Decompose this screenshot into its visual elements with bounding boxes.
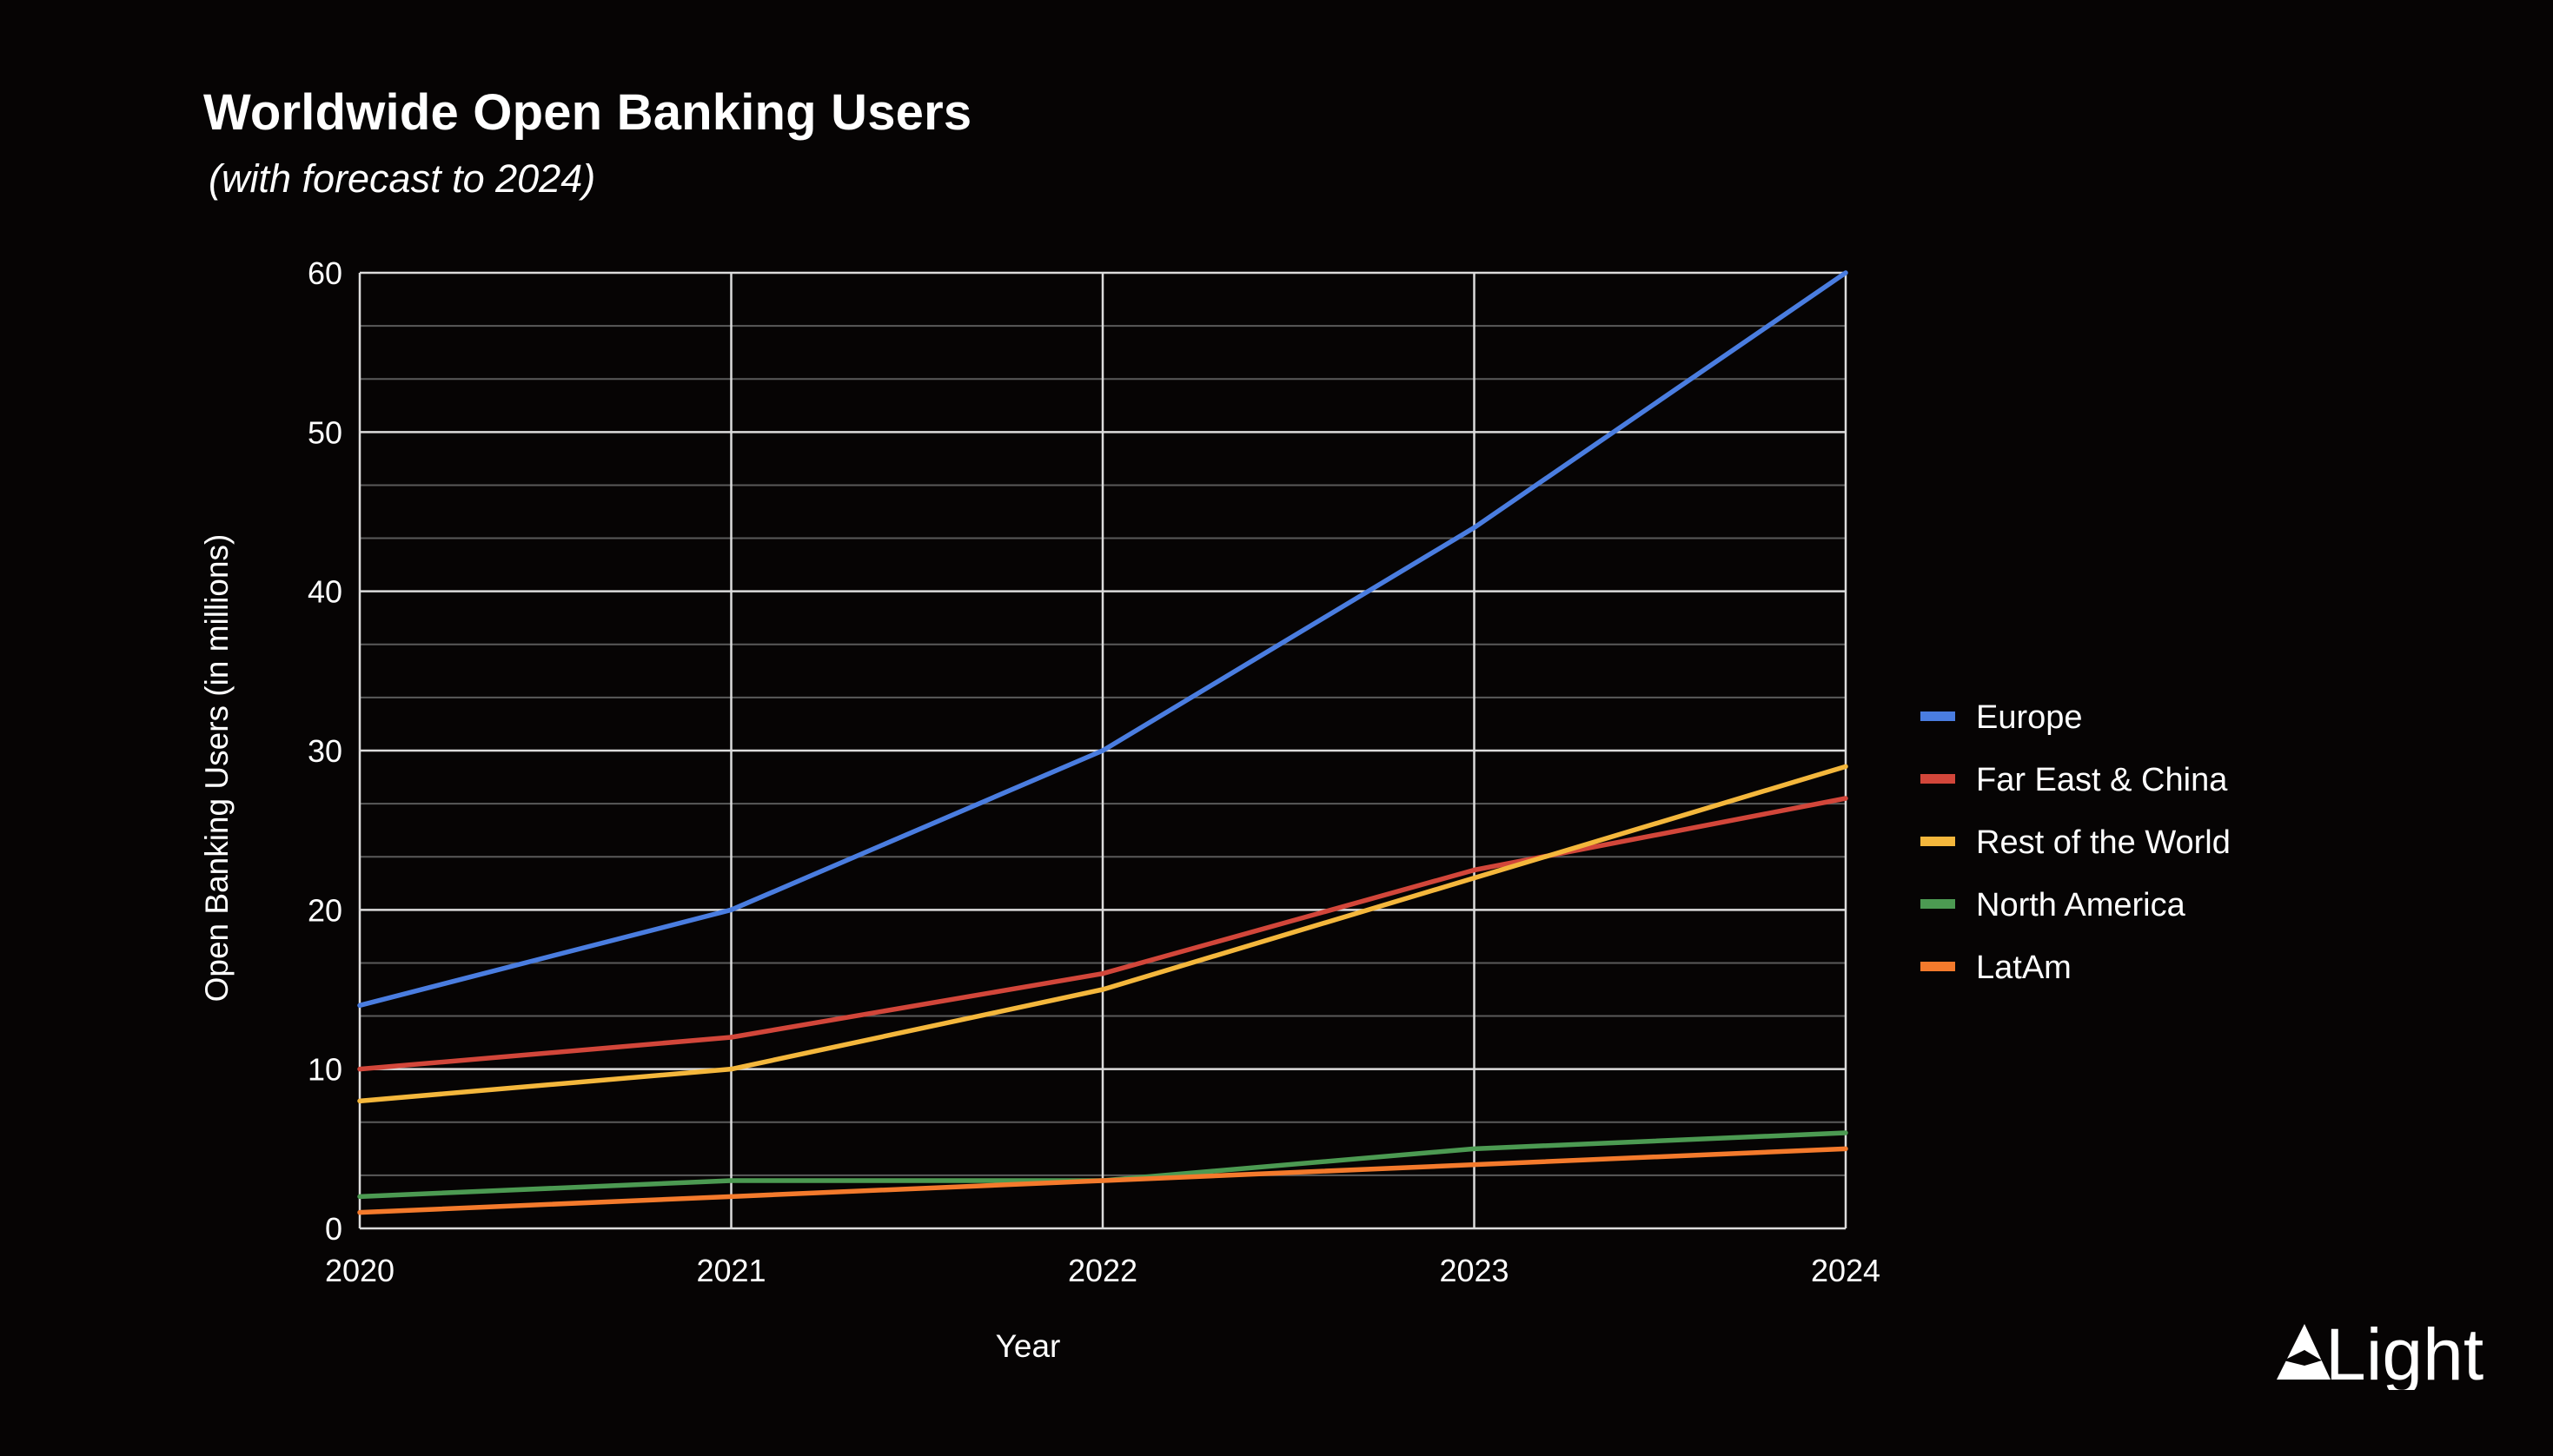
x-axis-title: Year	[996, 1328, 1061, 1364]
legend-label: Rest of the World	[1976, 824, 2231, 861]
x-axis-ticks: 2020 2021 2022 2023 2024	[325, 1253, 1880, 1288]
x-tick-label: 2022	[1068, 1253, 1137, 1288]
y-tick-label: 40	[308, 574, 342, 610]
legend-label: Far East & China	[1976, 762, 2228, 798]
series-lines	[357, 270, 1848, 1215]
legend-swatch	[1920, 899, 1955, 909]
series-line	[357, 764, 1848, 1104]
light-logo: Light	[2277, 1314, 2483, 1390]
legend: Europe Far East & China Rest of the World N…	[1920, 699, 2231, 986]
legend-swatch	[1920, 774, 1955, 784]
legend-label: LatAm	[1976, 950, 2072, 986]
legend-swatch	[1920, 711, 1955, 721]
series-line	[357, 1146, 1848, 1215]
y-tick-label: 60	[308, 255, 342, 291]
x-tick-label: 2024	[1811, 1253, 1880, 1288]
y-tick-label: 20	[308, 892, 342, 928]
series-line	[357, 796, 1848, 1072]
y-tick-label: 50	[308, 414, 342, 450]
y-tick-label: 10	[308, 1052, 342, 1088]
legend-swatch	[1920, 962, 1955, 971]
legend-label: Europe	[1976, 699, 2083, 736]
series-line	[357, 270, 1848, 1009]
y-axis-title: Open Banking Users (in millions)	[199, 534, 235, 1003]
x-tick-label: 2023	[1439, 1253, 1509, 1288]
logo-text: Light	[2325, 1314, 2483, 1390]
legend-swatch	[1920, 837, 1955, 846]
x-tick-label: 2021	[696, 1253, 766, 1288]
chart-title: Worldwide Open Banking Users	[203, 84, 972, 141]
y-tick-label: 30	[308, 733, 342, 769]
y-axis-ticks: 0 10 20 30 40 50 60	[308, 255, 342, 1247]
y-tick-label: 0	[325, 1211, 342, 1247]
x-tick-label: 2020	[325, 1253, 395, 1288]
triangle-icon	[2277, 1324, 2331, 1380]
chart-subtitle: (with forecast to 2024)	[209, 156, 596, 201]
legend-label: North America	[1976, 887, 2186, 923]
